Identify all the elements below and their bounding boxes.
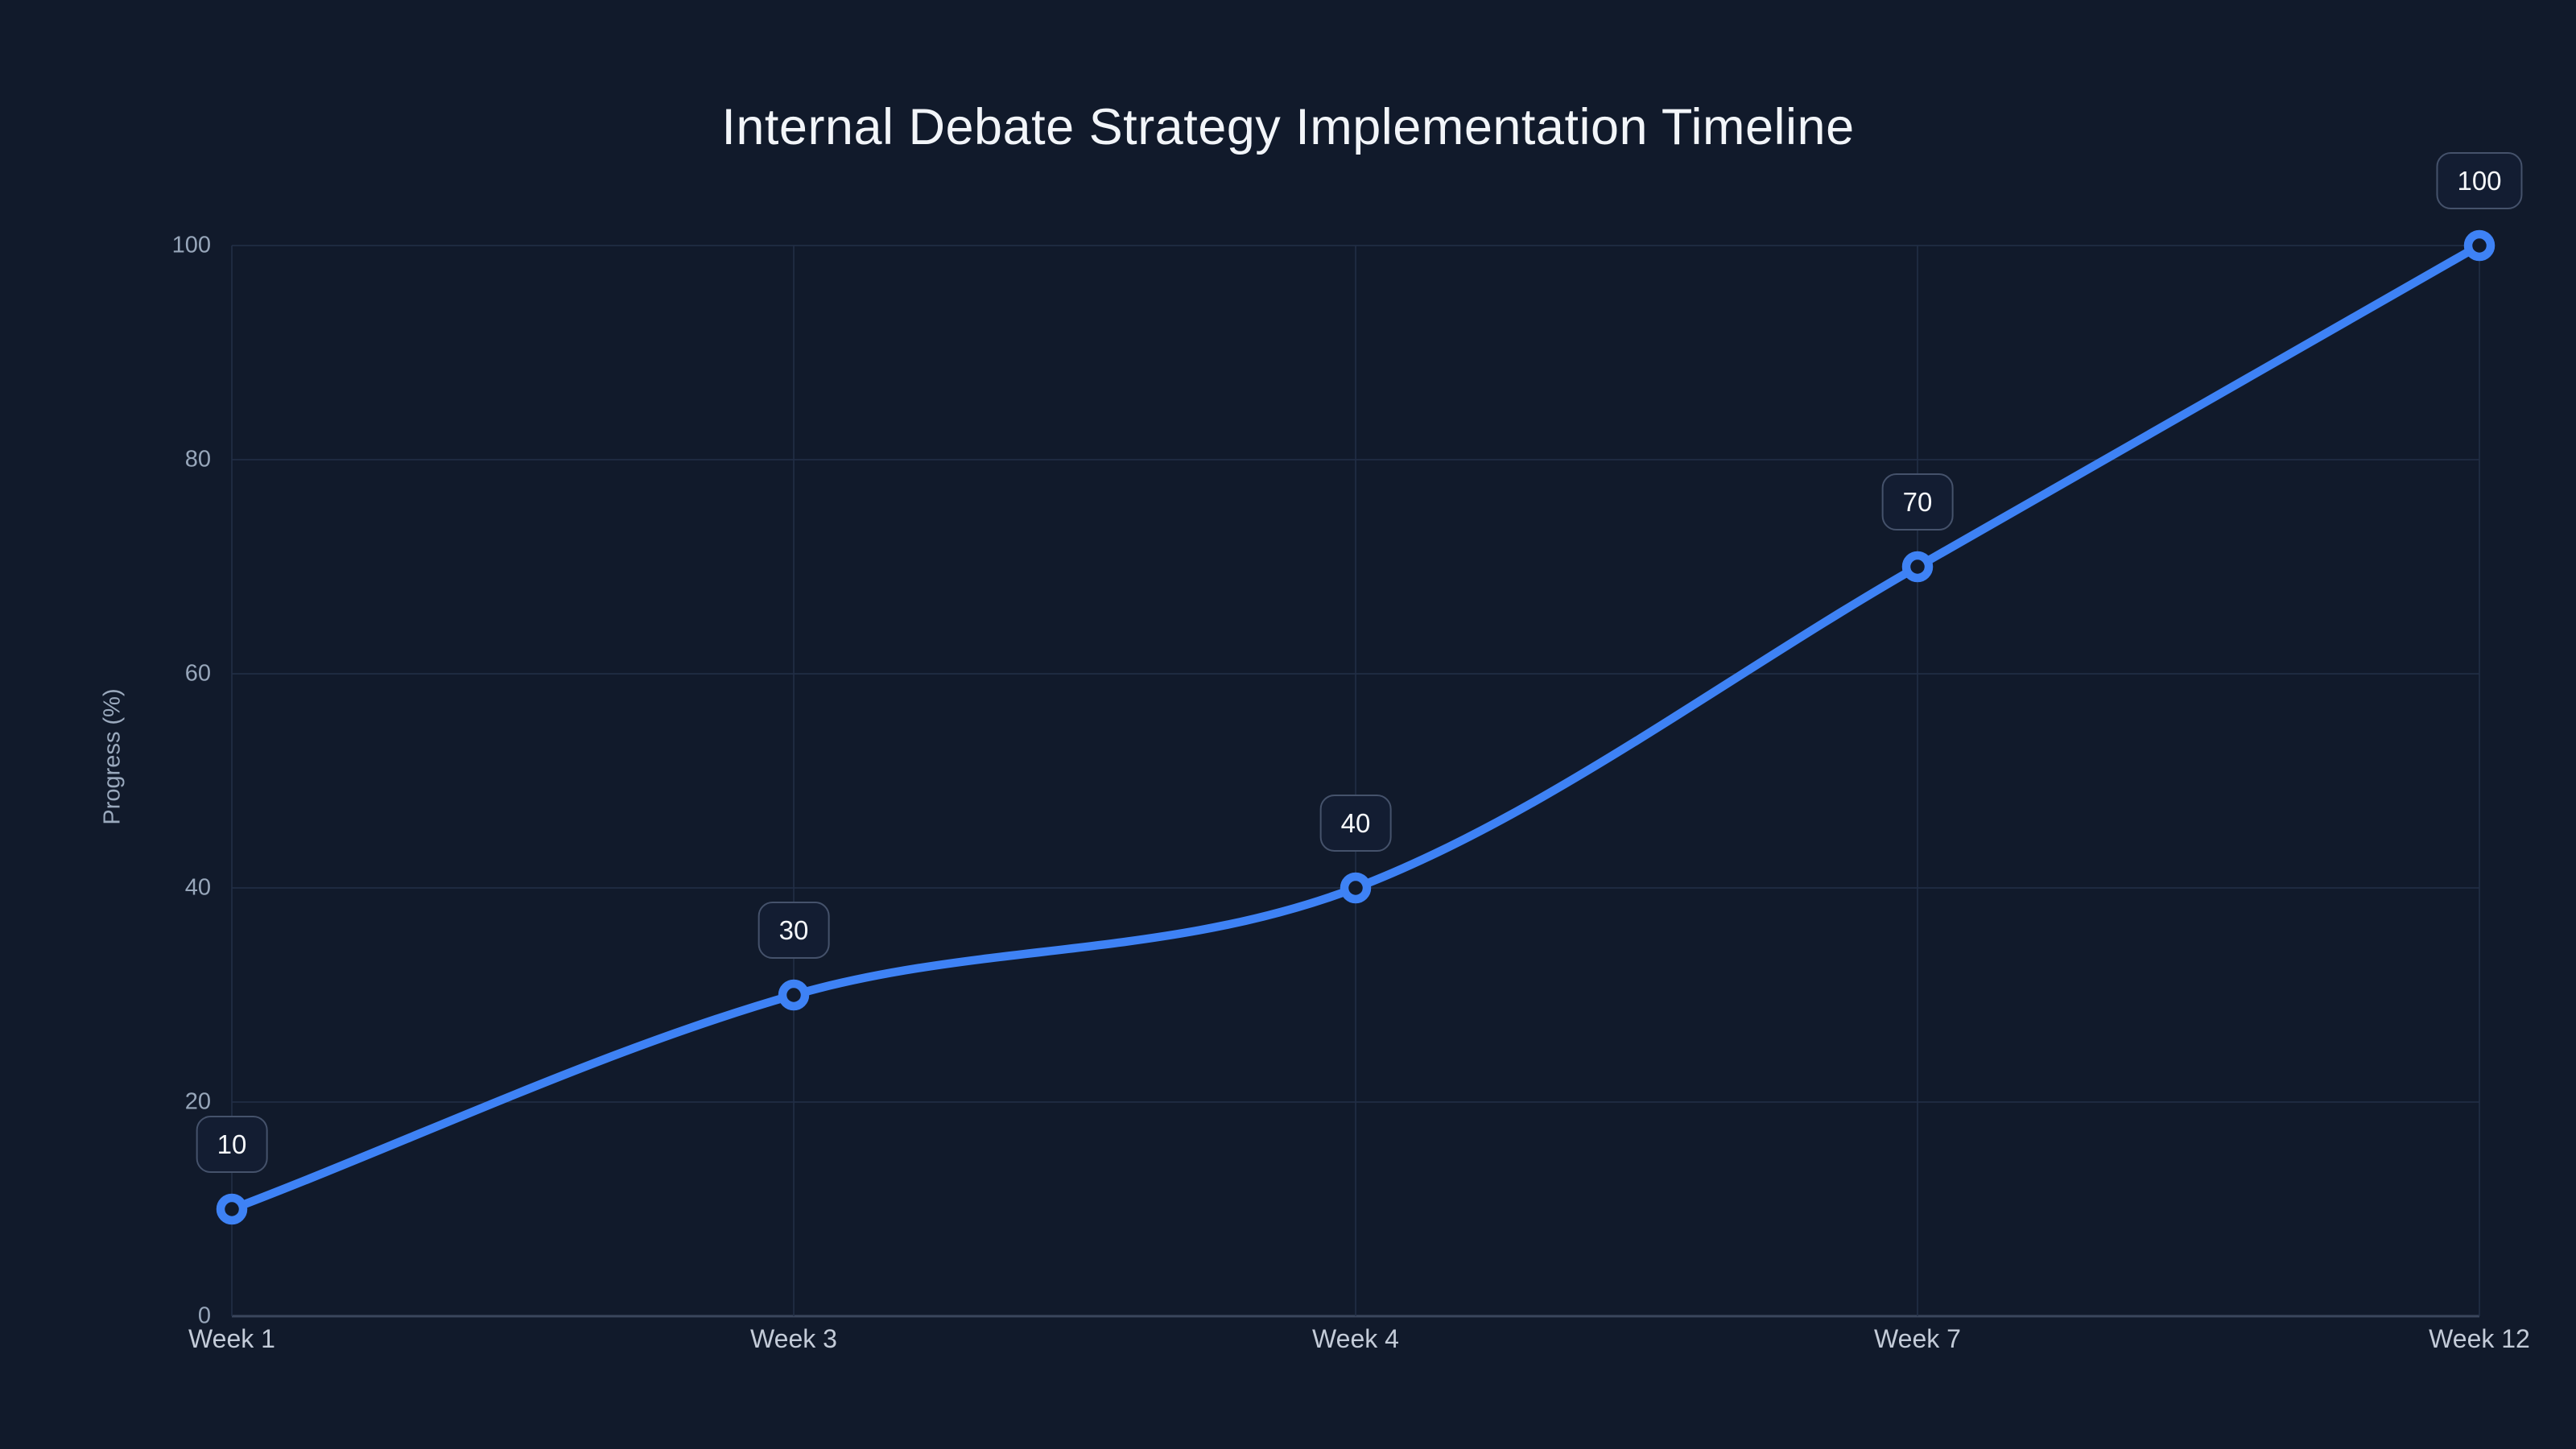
data-point-marker[interactable] — [2463, 229, 2496, 262]
x-tick-label: Week 3 — [750, 1324, 837, 1353]
y-tick-label: 60 — [184, 660, 211, 687]
chart-title: Internal Debate Strategy Implementation … — [721, 99, 1855, 155]
x-tick-label: Week 1 — [188, 1324, 275, 1353]
data-point-marker[interactable] — [778, 979, 810, 1011]
y-tick-label: 40 — [184, 874, 211, 901]
data-point-marker[interactable] — [1340, 872, 1372, 904]
data-point-marker[interactable] — [1901, 551, 1934, 583]
x-tick-label: Week 7 — [1874, 1324, 1961, 1353]
data-point-marker[interactable] — [216, 1193, 248, 1225]
data-point-badge: 40 — [1319, 795, 1392, 852]
data-point-badge: 10 — [196, 1116, 268, 1173]
data-point-badge: 30 — [758, 902, 830, 959]
data-point-badge: 100 — [2436, 152, 2523, 209]
data-point-badge: 70 — [1881, 473, 1954, 530]
y-tick-label: 100 — [171, 232, 211, 258]
x-tick-label: Week 12 — [2429, 1324, 2530, 1353]
y-tick-label: 20 — [184, 1088, 211, 1115]
y-tick-label: 0 — [197, 1302, 211, 1329]
x-tick-label: Week 4 — [1312, 1324, 1399, 1353]
y-tick-label: 80 — [184, 446, 211, 473]
